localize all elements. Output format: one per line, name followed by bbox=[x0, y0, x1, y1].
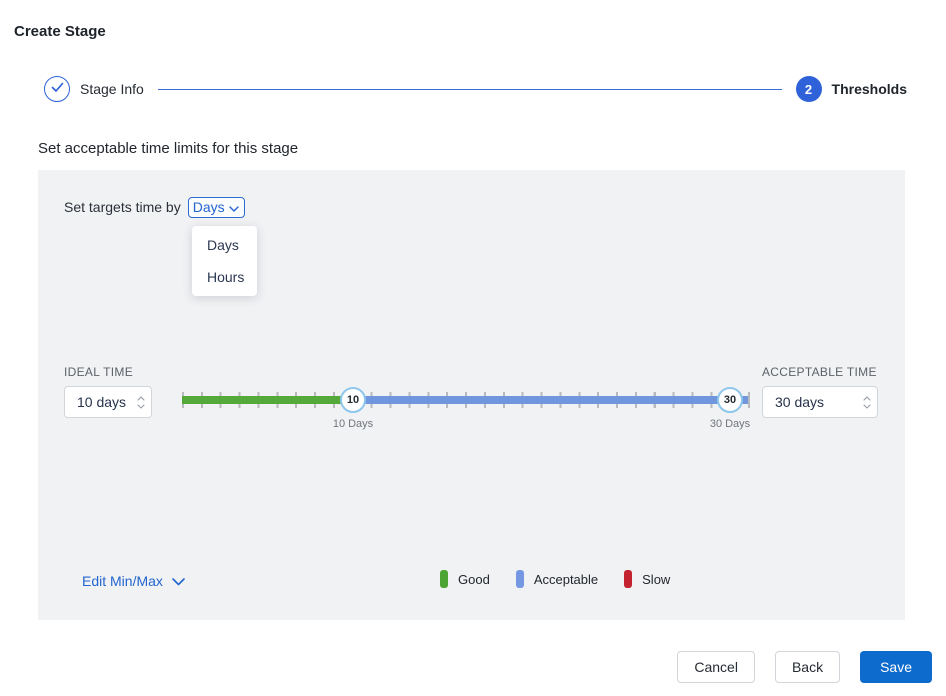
page-title: Create Stage bbox=[14, 23, 106, 40]
check-icon bbox=[51, 80, 64, 98]
chevron-up-icon bbox=[863, 395, 871, 401]
ideal-time-input[interactable] bbox=[77, 394, 133, 410]
ideal-time-label: IDEAL TIME bbox=[64, 365, 134, 379]
unit-select-value: Days bbox=[192, 198, 225, 215]
legend: Good Acceptable Slow bbox=[440, 570, 670, 588]
acceptable-time-stepper bbox=[762, 386, 878, 418]
stepper-connector-line bbox=[157, 88, 782, 90]
acceptable-time-spin-arrows[interactable] bbox=[863, 395, 871, 409]
chevron-down-icon bbox=[137, 403, 145, 409]
good-swatch bbox=[440, 570, 448, 588]
unit-select-menu: Days Hours bbox=[192, 226, 257, 296]
cancel-button[interactable]: Cancel bbox=[677, 651, 755, 683]
acceptable-swatch bbox=[515, 570, 524, 588]
acceptable-handle-label: 30 Days bbox=[709, 418, 751, 430]
step2-number: 2 bbox=[804, 81, 813, 97]
stepper: Stage Info 2 Thresholds bbox=[44, 76, 907, 102]
ideal-time-spin-arrows[interactable] bbox=[137, 395, 145, 409]
unit-option-hours[interactable]: Hours bbox=[207, 269, 245, 285]
acceptable-handle-value: 30 bbox=[723, 394, 737, 406]
footer-actions: Cancel Back Save bbox=[677, 651, 932, 683]
time-range-slider: 10 30 10 Days 30 Days bbox=[182, 387, 751, 436]
step1-label: Stage Info bbox=[80, 81, 144, 97]
edit-minmax-link[interactable]: Edit Min/Max bbox=[82, 570, 185, 592]
chevron-down-icon bbox=[228, 199, 239, 215]
legend-item-good: Good bbox=[440, 570, 490, 588]
ideal-time-handle[interactable]: 10 bbox=[340, 387, 366, 413]
chevron-down-icon bbox=[172, 573, 185, 589]
step1-completed-circle[interactable] bbox=[44, 76, 70, 102]
step2-active-circle[interactable]: 2 bbox=[795, 76, 822, 102]
acceptable-time-handle[interactable]: 30 bbox=[717, 387, 743, 413]
save-button[interactable]: Save bbox=[860, 651, 932, 683]
chevron-down-icon bbox=[863, 403, 871, 409]
targets-label: Set targets time by bbox=[64, 199, 181, 215]
slow-label: Slow bbox=[642, 571, 671, 587]
slider-acceptable-segment bbox=[353, 396, 748, 404]
acceptable-time-input[interactable] bbox=[775, 394, 859, 410]
unit-option-days[interactable]: Days bbox=[207, 237, 239, 253]
targets-row: Set targets time by Days bbox=[64, 195, 245, 219]
back-button[interactable]: Back bbox=[774, 651, 841, 683]
slider-good-segment bbox=[182, 396, 353, 404]
ideal-time-stepper bbox=[64, 386, 152, 418]
acceptable-time-label: ACCEPTABLE TIME bbox=[762, 365, 877, 379]
acceptable-label: Acceptable bbox=[533, 571, 599, 587]
ideal-handle-label: 10 Days bbox=[332, 418, 374, 430]
good-label: Good bbox=[458, 571, 490, 587]
legend-item-slow: Slow bbox=[624, 570, 670, 588]
unit-select-trigger[interactable]: Days bbox=[187, 196, 245, 218]
thresholds-panel: Set targets time by Days Days Hours IDEA… bbox=[38, 170, 905, 620]
ideal-handle-value: 10 bbox=[346, 394, 360, 406]
slow-swatch bbox=[624, 570, 633, 588]
edit-minmax-label: Edit Min/Max bbox=[82, 573, 163, 589]
section-heading: Set acceptable time limits for this stag… bbox=[38, 140, 299, 157]
legend-item-acceptable: Acceptable bbox=[515, 570, 599, 588]
chevron-up-icon bbox=[137, 395, 145, 401]
step2-label: Thresholds bbox=[831, 81, 907, 97]
